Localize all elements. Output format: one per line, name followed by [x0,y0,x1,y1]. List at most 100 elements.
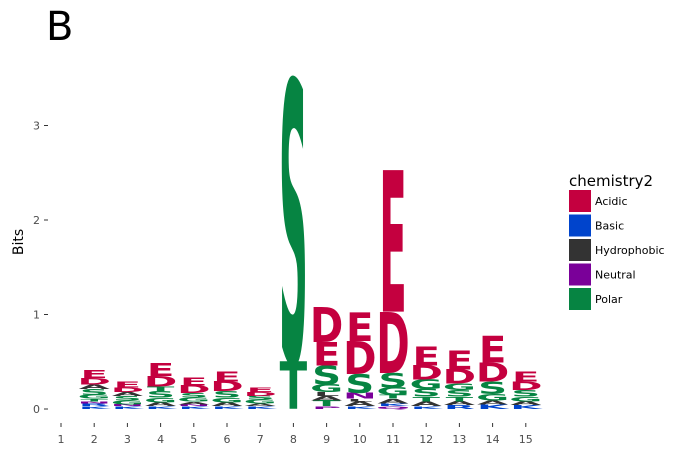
logo-letter: K [145,405,179,410]
logo-letter: E [147,360,175,381]
logo-letter: A [311,394,343,402]
legend: chemistry2 Acidic Basic Hydrophobic Neutral… [569,172,665,310]
logo-letter: D [509,379,542,393]
logo-letter: T [446,395,474,403]
logo-letter: S [511,388,540,399]
y-tick-label: 3 [33,120,40,133]
logo-letter: K [79,405,113,410]
logo-letter: G [376,385,409,397]
logo-letter: G [78,394,111,400]
logo-letter: L [347,398,373,403]
logo-letter: S [146,389,175,400]
logo-letter: S [246,395,275,401]
logo-letter: N [343,391,377,400]
legend-swatch [569,190,591,212]
legend-label: Neutral [595,269,636,282]
logo-letter: G [310,382,343,394]
logo-letter: G [443,382,476,393]
logo-letters: KRNTGSADEKNGSADEKAGSTDEKNAGSDEKAGSDEKAGS… [77,3,544,453]
logo-letter: T [280,349,308,425]
logo-letter: A [444,400,476,406]
logo-letter: A [411,400,443,408]
logo-letter: G [144,396,177,404]
x-tick-label: 6 [224,433,231,446]
logo-letter: D [443,366,476,388]
y-tick-label: 2 [33,214,40,227]
logo-letter: Q [376,405,410,410]
legend-entries: Acidic Basic Hydrophobic Neutral Polar [569,190,665,310]
logo-letter: E [80,368,108,380]
x-tick-label: 10 [353,433,367,446]
logo-letter: K [411,405,445,410]
logo-letter: A [510,400,542,406]
logo-letter: E [246,386,274,394]
logo-letter: G [111,399,144,405]
x-tick-label: 4 [157,433,164,446]
x-tick-label: 5 [190,433,197,446]
x-axis: 1 2 3 4 5 6 7 8 9 10 11 12 13 14 15 [58,423,533,446]
panel-label: B [46,4,74,50]
logo-letter: S [345,369,374,399]
logo-letter: S [412,387,441,399]
logo-letter: A [377,397,409,405]
y-axis-title: Bits [11,229,27,255]
logo-letter: E [114,380,142,389]
logo-letter: K [178,405,212,410]
x-tick-label: 1 [58,433,65,446]
x-tick-label: 12 [419,433,433,446]
logo-letter: K [377,403,411,408]
y-axis: 0 1 2 3 [33,120,48,416]
logo-letter: E [446,346,474,376]
logo-letter: G [476,392,509,403]
logo-letter: S [445,388,474,399]
logo-letter: G [177,397,210,403]
x-tick-label: 8 [290,433,297,446]
x-tick-label: 14 [486,433,500,446]
logo-letter: S [212,389,241,400]
logo-letter: E [479,330,507,373]
logo-letter: D [409,363,442,385]
logo-letter: E [512,370,540,385]
logo-letter: D [144,374,177,390]
logo-letter: R [79,403,110,408]
logo-letter: E [412,342,440,372]
legend-swatch [569,288,591,310]
logo-letter: A [145,401,177,407]
logo-letter: A [211,401,243,407]
logo-letter: D [343,333,376,386]
logo-letter: G [244,398,277,404]
logo-letter: D [77,376,110,387]
logo-letter: D [376,295,409,393]
logo-letter: T [412,395,440,403]
logo-letter: E [313,335,341,373]
legend-label: Acidic [595,195,628,208]
logo-letter: A [112,391,144,397]
logo-letter: T [379,394,407,400]
logo-letter: A [245,403,276,408]
logo-letter: K [477,403,511,411]
logo-letter: D [476,358,509,388]
logo-letter: S [80,388,109,397]
logo-letter: S [179,392,208,400]
logo-letter: T [147,385,175,393]
x-tick-label: 2 [91,433,98,446]
y-tick-label: 1 [33,309,40,322]
logo-letter: A [79,383,111,391]
legend-swatch [569,263,591,286]
logo-letter: S [378,370,407,392]
logo-letter: D [310,299,343,354]
logo-letter: T [80,398,108,403]
legend-title: chemistry2 [569,172,653,190]
logo-letter: E [213,370,241,385]
legend-swatch [569,214,591,237]
legend-swatch [569,239,591,261]
legend-label: Hydrophobic [595,244,665,257]
logo-letter: G [410,377,443,392]
logo-letter: G [210,396,243,404]
x-tick-label: 15 [519,433,533,446]
logo-letter: K [211,405,245,410]
logo-letter: P [312,405,342,410]
logo-letter: G [509,395,542,403]
logo-letter: K [245,405,279,410]
logo-letter: N [77,401,111,404]
